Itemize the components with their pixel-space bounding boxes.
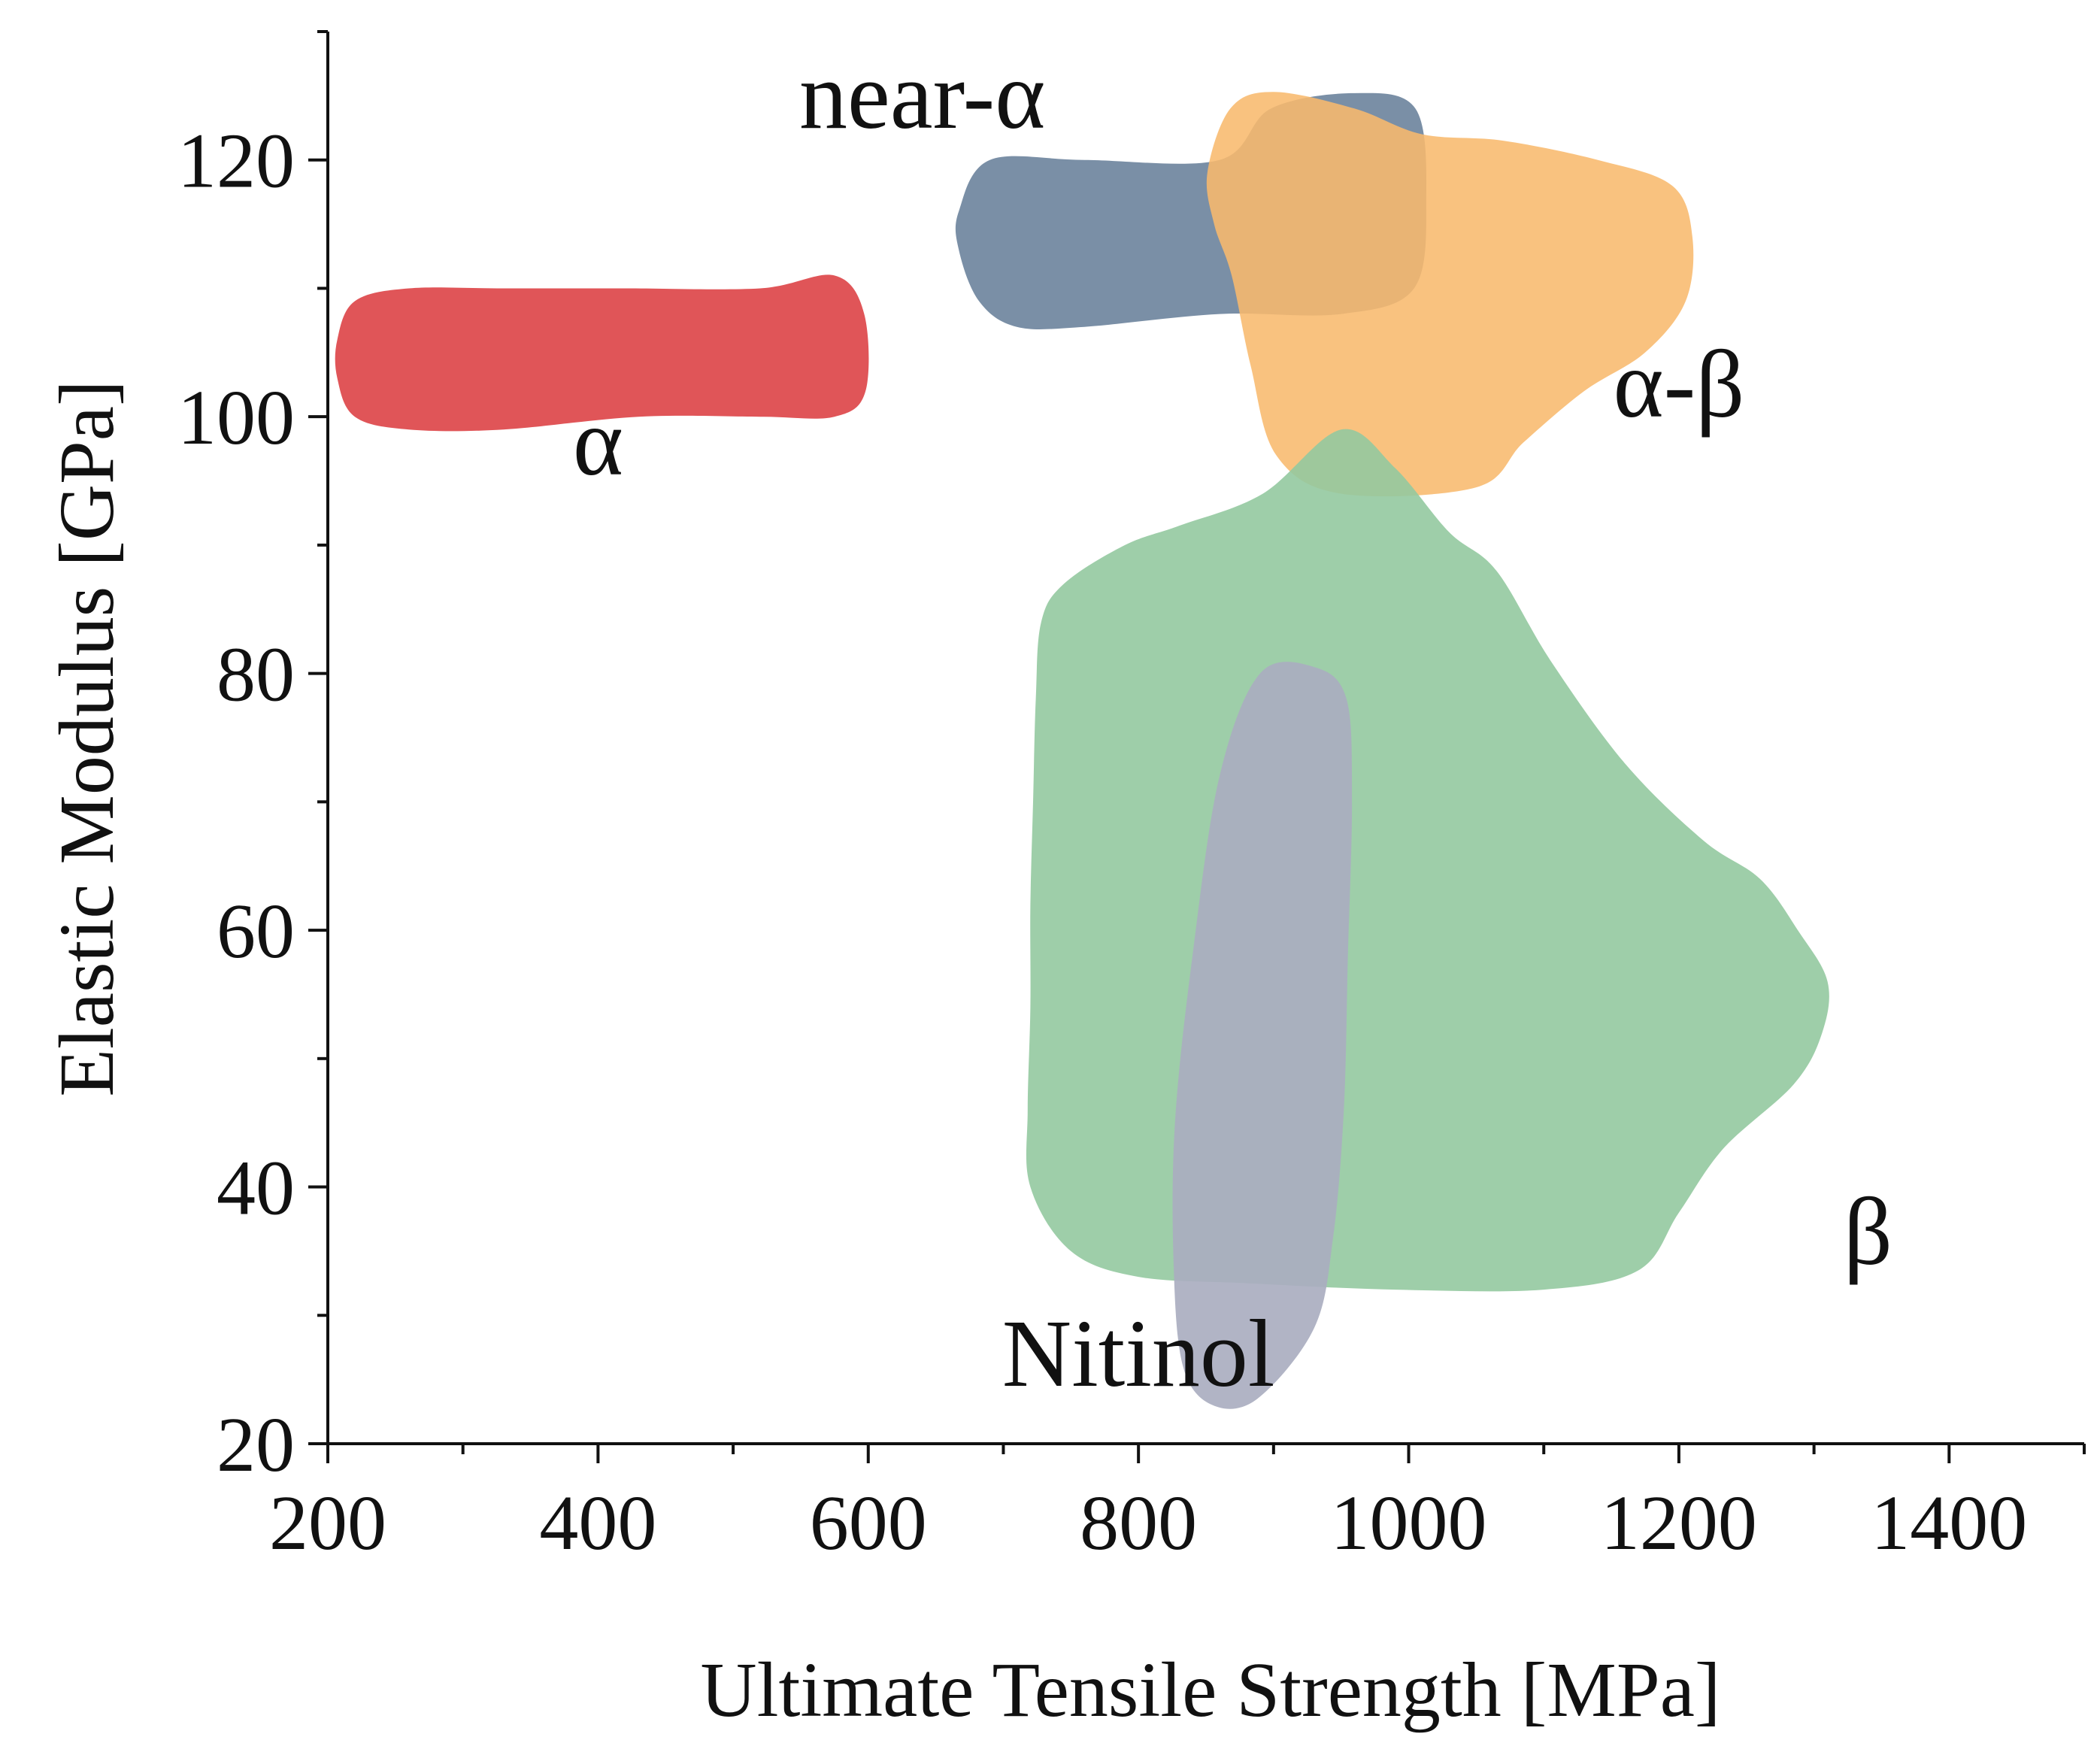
region-label-beta: β bbox=[1844, 1178, 1892, 1285]
region-nitinol bbox=[1172, 662, 1353, 1409]
y-tick-label: 80 bbox=[217, 632, 295, 718]
region-labels: α near-α α-β β Nitinol bbox=[573, 42, 1892, 1407]
x-tick-label: 400 bbox=[539, 1480, 656, 1566]
region-alpha-beta bbox=[1206, 92, 1694, 497]
x-tick-label: 1200 bbox=[1601, 1480, 1757, 1566]
axes bbox=[326, 32, 2084, 1445]
x-tick-label: 600 bbox=[810, 1480, 927, 1566]
region-label-near-alpha: near-α bbox=[799, 42, 1045, 149]
y-axis-title: Elastic Modulus [GPa] bbox=[44, 380, 130, 1096]
region-label-alpha: α bbox=[573, 389, 623, 496]
y-tick-label: 120 bbox=[177, 118, 295, 205]
y-tick-label: 60 bbox=[217, 888, 295, 975]
y-tick-label: 100 bbox=[177, 374, 295, 461]
x-tick-label: 800 bbox=[1080, 1480, 1197, 1566]
region-alpha bbox=[335, 274, 869, 432]
y-tick-label: 40 bbox=[217, 1145, 295, 1232]
x-tick-label: 1000 bbox=[1331, 1480, 1487, 1566]
region-beta bbox=[1026, 429, 1829, 1292]
property-regions bbox=[335, 92, 1829, 1409]
axis-ticks: 200 400 600 800 1000 1200 1400 20 40 60 80 100 120 bbox=[177, 30, 2086, 1566]
region-label-alpha-beta: α-β bbox=[1614, 331, 1745, 438]
region-label-nitinol: Nitinol bbox=[1002, 1300, 1275, 1407]
x-tick-label: 1400 bbox=[1871, 1480, 2027, 1566]
x-axis-title: Ultimate Tensile Strength [MPa] bbox=[700, 1647, 1720, 1733]
y-tick-label: 20 bbox=[217, 1402, 295, 1488]
x-tick-label: 200 bbox=[269, 1480, 386, 1566]
